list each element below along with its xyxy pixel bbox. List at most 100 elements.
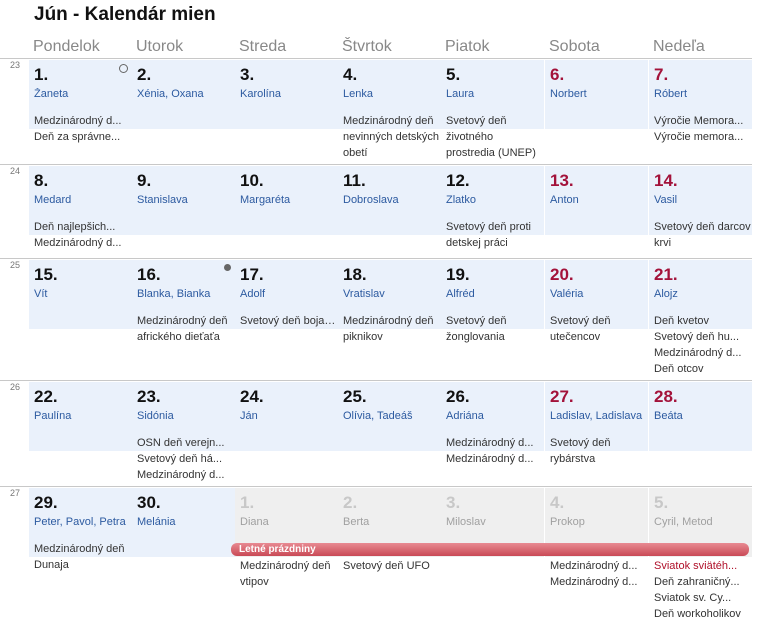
day-number[interactable]: 18. — [343, 265, 367, 284]
event-item[interactable]: Svetový deň hu... — [654, 331, 739, 343]
nameday-link[interactable]: Alojz — [654, 288, 678, 300]
day-number[interactable]: 15. — [34, 265, 58, 284]
day-header[interactable]: 14. Vasil — [649, 166, 752, 235]
day-number[interactable]: 21. — [654, 265, 678, 284]
day-number[interactable]: 24. — [240, 387, 264, 406]
day-header[interactable]: 21. Alojz — [649, 260, 752, 329]
nameday-link[interactable]: Beáta — [654, 410, 683, 422]
day-header[interactable]: 6. Norbert — [545, 60, 648, 129]
event-item[interactable]: Svetový deň utečencov — [550, 315, 611, 343]
day-number[interactable]: 4. — [343, 65, 358, 84]
nameday-link[interactable]: Vratislav — [343, 288, 385, 300]
day-number[interactable]: 8. — [34, 171, 49, 190]
day-number[interactable]: 22. — [34, 387, 58, 406]
nameday-link[interactable]: Cyril, Metod — [654, 516, 713, 528]
nameday-link[interactable]: Prokop — [550, 516, 585, 528]
day-number[interactable]: 28. — [654, 387, 678, 406]
nameday-link[interactable]: Vasil — [654, 194, 678, 206]
event-item[interactable]: Svetový deň há... — [137, 453, 222, 465]
day-number[interactable]: 29. — [34, 493, 58, 512]
day-header[interactable]: 30. Melánia — [132, 488, 235, 557]
nameday-link[interactable]: Xénia, Oxana — [137, 88, 204, 100]
nameday-link[interactable]: Anton — [550, 194, 579, 206]
day-number[interactable]: 27. — [550, 387, 574, 406]
nameday-link[interactable]: Laura — [446, 88, 475, 100]
nameday-link[interactable]: Ján — [240, 410, 258, 422]
day-header[interactable]: 7. Róbert — [649, 60, 752, 129]
day-header[interactable]: 19. Alfréd — [441, 260, 544, 329]
event-item[interactable]: Medzinárodný d... — [34, 237, 122, 249]
nameday-link[interactable]: Karolína — [240, 88, 281, 100]
day-header[interactable]: 12. Zlatko — [441, 166, 544, 235]
nameday-link[interactable]: Sidónia — [137, 410, 174, 422]
event-item[interactable]: Deň otcov — [654, 363, 704, 375]
event-item[interactable]: Medzinárodný d... — [654, 347, 742, 359]
nameday-link[interactable]: Žaneta — [34, 88, 69, 100]
event-item[interactable]: Medzinárodný deň nevinných detských obet… — [343, 115, 439, 159]
day-header[interactable]: 16. Blanka, Bianka — [132, 260, 235, 329]
day-number[interactable]: 5. — [654, 493, 669, 512]
event-item[interactable]: Deň za správne... — [34, 131, 121, 143]
day-number[interactable]: 3. — [240, 65, 255, 84]
day-number[interactable]: 4. — [550, 493, 565, 512]
event-item[interactable]: Sviatok sviätéh... — [654, 560, 738, 572]
day-number[interactable]: 5. — [446, 65, 461, 84]
day-header[interactable]: 23. Sidónia — [132, 382, 235, 451]
day-number[interactable]: 3. — [446, 493, 461, 512]
event-item[interactable]: Medzinárodný deň vtipov — [240, 560, 331, 588]
day-number[interactable]: 16. — [137, 265, 161, 284]
nameday-link[interactable]: Adolf — [240, 288, 266, 300]
day-number[interactable]: 26. — [446, 387, 470, 406]
nameday-link[interactable]: Peter, Pavol, Petra — [34, 516, 126, 528]
event-item[interactable]: Medzinárodný d... — [446, 437, 534, 449]
day-number[interactable]: 2. — [343, 493, 358, 512]
day-header[interactable]: 24. Ján — [235, 382, 338, 451]
day-header[interactable]: 13. Anton — [545, 166, 648, 235]
event-item[interactable]: Svetový deň rybárstva — [550, 437, 611, 465]
day-header[interactable]: 22. Paulína — [29, 382, 132, 451]
event-item[interactable]: Svetový deň UFO — [343, 560, 430, 572]
nameday-link[interactable]: Stanislava — [137, 194, 188, 206]
day-number[interactable]: 9. — [137, 171, 152, 190]
day-header[interactable]: 18. Vratislav — [338, 260, 441, 329]
day-number[interactable]: 30. — [137, 493, 161, 512]
day-header[interactable]: 20. Valéria — [545, 260, 648, 329]
day-number[interactable]: 13. — [550, 171, 574, 190]
day-number[interactable]: 12. — [446, 171, 470, 190]
nameday-link[interactable]: Melánia — [137, 516, 176, 528]
event-item[interactable]: Svetový deň žonglovania — [446, 315, 507, 343]
event-item[interactable]: Deň workoholikov — [654, 608, 741, 620]
nameday-link[interactable]: Berta — [343, 516, 370, 528]
event-item[interactable]: Deň kvetov — [654, 315, 710, 327]
nameday-link[interactable]: Norbert — [550, 88, 587, 100]
day-number[interactable]: 17. — [240, 265, 264, 284]
event-item[interactable]: Medzinárodný d... — [550, 576, 638, 588]
event-item[interactable]: Deň najlepšich... — [34, 221, 116, 233]
day-header[interactable]: 1. Žaneta — [29, 60, 132, 129]
nameday-link[interactable]: Paulína — [34, 410, 72, 422]
day-number[interactable]: 1. — [34, 65, 49, 84]
day-number[interactable]: 6. — [550, 65, 565, 84]
day-header[interactable]: 5. Laura — [441, 60, 544, 129]
event-item[interactable]: Deň zahraničný... — [654, 576, 740, 588]
nameday-link[interactable]: Lenka — [343, 88, 373, 100]
event-item[interactable]: Medzinárodný deň Dunaja — [34, 543, 125, 571]
nameday-link[interactable]: Alfréd — [446, 288, 475, 300]
day-header[interactable]: 17. Adolf — [235, 260, 338, 329]
nameday-link[interactable]: Miloslav — [446, 516, 486, 528]
day-number[interactable]: 19. — [446, 265, 470, 284]
event-item[interactable]: Svetový deň proti detskej práci — [446, 221, 531, 249]
day-number[interactable]: 23. — [137, 387, 161, 406]
event-item[interactable]: Výročie memora... — [654, 131, 744, 143]
day-header[interactable]: 2. Xénia, Oxana — [132, 60, 235, 129]
event-item[interactable]: Medzinárodný d... — [550, 560, 638, 572]
day-header[interactable]: 11. Dobroslava — [338, 166, 441, 235]
event-item[interactable]: Medzinárodný deň piknikov — [343, 315, 434, 343]
day-header[interactable]: 27. Ladislav, Ladislava — [545, 382, 648, 451]
event-item[interactable]: OSN deň verejn... — [137, 437, 225, 449]
event-item[interactable]: Svetový deň boja proti rozširovaniu púšt… — [240, 315, 337, 327]
nameday-link[interactable]: Valéria — [550, 288, 584, 300]
day-header[interactable]: 3. Karolína — [235, 60, 338, 129]
day-header[interactable]: 15. Vít — [29, 260, 132, 329]
event-item[interactable]: Medzinárodný d... — [34, 115, 122, 127]
